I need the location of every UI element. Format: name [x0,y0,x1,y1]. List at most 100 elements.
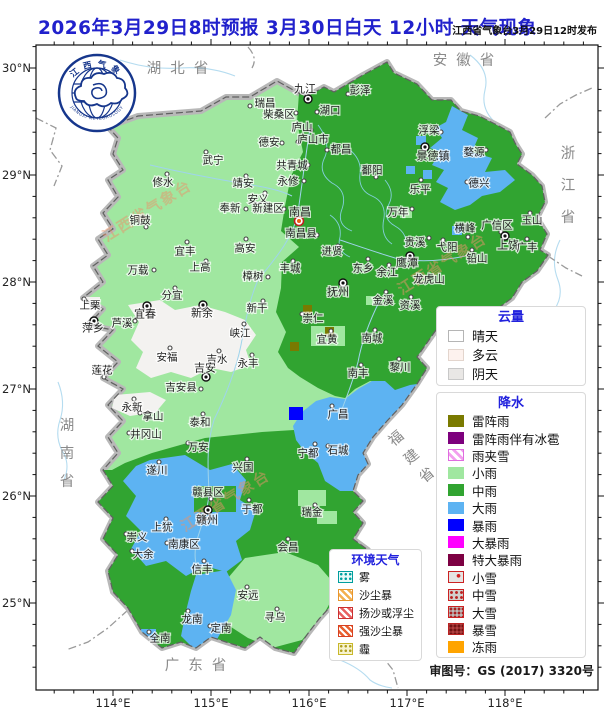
city-label: 万安 [188,441,209,454]
county-marker [469,247,475,253]
county-marker [208,496,214,502]
county-marker [203,149,209,155]
city-崇仁: 崇仁 [299,311,325,326]
legend-item-thunder: 雷阵雨 [437,412,585,429]
legend-item-label: 晴天 [472,330,499,345]
city-label: 宜丰 [175,245,196,258]
rain-light-pockets [218,208,412,648]
city-label: 黎川 [390,361,411,374]
city-赣县区: 赣县区 [191,484,225,502]
city-安义: 安义 [246,190,270,207]
county-marker [247,103,253,109]
city-景德镇: 景德镇 [415,142,451,164]
county-marker [426,235,432,241]
city-label: 共青城 [276,159,308,172]
city-label: 宁都 [298,447,319,460]
city-label: 上犹 [152,522,173,534]
county-marker [164,540,170,546]
province-label-湖北省: 湖北省 [147,60,209,77]
city-label: 景德镇 [417,149,450,163]
county-marker [262,190,268,196]
county-marker [146,629,152,635]
legend-item-label: 大雪 [472,605,498,621]
county-marker [207,623,213,629]
map-approval-number: 审图号：GS (2017) 3320号 [429,664,594,678]
county-marker [185,440,191,446]
city-瑞昌: 瑞昌 [247,96,277,111]
city-奉新: 奉新 [218,200,249,216]
legend-item-snowstorm: 暴雪 [437,621,585,638]
hsnow-swatch [448,605,464,618]
city-修水: 修水 [151,171,175,190]
legend-item-hrain: 大雨 [437,499,585,516]
city-新余: 新余 [190,300,214,321]
city-铅山: 铅山 [465,247,489,266]
city-label: 高安 [235,242,256,255]
city-莲花: 莲花 [90,362,114,380]
city-安福: 安福 [155,345,179,365]
city-label: 弋阳 [437,241,458,254]
city-龙南: 龙南 [180,608,204,627]
city-井冈山: 井冈山 [126,426,163,442]
svg-text:福建省: 福建省 [385,427,438,486]
city-label: 乐平 [410,184,431,196]
county-marker [365,256,371,262]
legend-item-label: 雷阵雨 [472,414,510,430]
city-label: 安远 [238,589,259,602]
legend-item-overcast: 阴天 [437,364,585,383]
county-marker [243,173,249,179]
city-崇义: 崇义 [123,530,149,545]
city-广信区: 广信区 [480,218,514,235]
legend-item-mrain: 中雨 [437,482,585,499]
county-marker [328,328,334,334]
city-龙虎山: 龙虎山 [412,271,446,287]
snowstorm-swatch [448,623,464,636]
legend-item-label: 雾 [359,571,370,584]
city-九江: 九江 [293,81,317,104]
city-label: 广信区 [481,220,513,232]
rain-heavy-regions [123,106,515,651]
county-marker [312,441,318,447]
city-label: 赣县区 [192,486,224,499]
msnow-swatch [448,588,464,601]
agency-logo: 江西气象 JIANGXI METEOROLOGY [57,53,137,133]
city-label: 鄱阳 [362,164,383,177]
city-新建区: 新建区 [251,200,287,216]
legend-item-lsnow: 小雪 [437,569,585,586]
city-label: 武宁 [203,154,224,167]
county-marker [101,374,107,380]
legend-item-label: 小雨 [472,466,498,482]
city-峡江: 峡江 [228,321,252,341]
city-宁都: 宁都 [296,441,320,461]
county-marker [244,456,250,462]
city-label: 信丰 [192,563,213,576]
city-黎川: 黎川 [388,356,412,375]
city-金溪: 金溪 [371,289,395,308]
county-marker [524,236,530,242]
county-marker [324,147,330,153]
city-瑞金: 瑞金 [300,502,324,520]
lon-axis-label: 118°E [488,696,523,710]
city-label: 大余 [133,548,154,561]
city-label: 永修 [278,175,299,188]
sstorm-swatch [448,553,464,566]
city-label: 南康区 [168,538,200,551]
legend-item-label: 冻雨 [472,640,498,656]
city-label: 井冈山 [130,428,162,441]
county-marker [201,558,207,564]
county-marker [416,274,422,280]
county-marker [373,174,379,180]
city-label: 新余 [191,306,213,320]
city-拿山: 拿山 [137,408,165,424]
city-label: 兴国 [233,462,254,474]
city-label: 金溪 [373,294,394,307]
legend-item-lrain: 小雨 [437,464,585,481]
city-信丰: 信丰 [190,558,214,577]
svg-text:安徽省: 安徽省 [433,52,504,69]
legend-item-label: 中雨 [472,483,498,499]
legend-item-storm: 暴雨 [437,516,585,534]
city-label: 彭泽 [350,84,371,97]
city-label: 南城 [362,332,383,345]
storm-swatch [448,519,464,532]
city-label: 万载 [128,265,149,277]
